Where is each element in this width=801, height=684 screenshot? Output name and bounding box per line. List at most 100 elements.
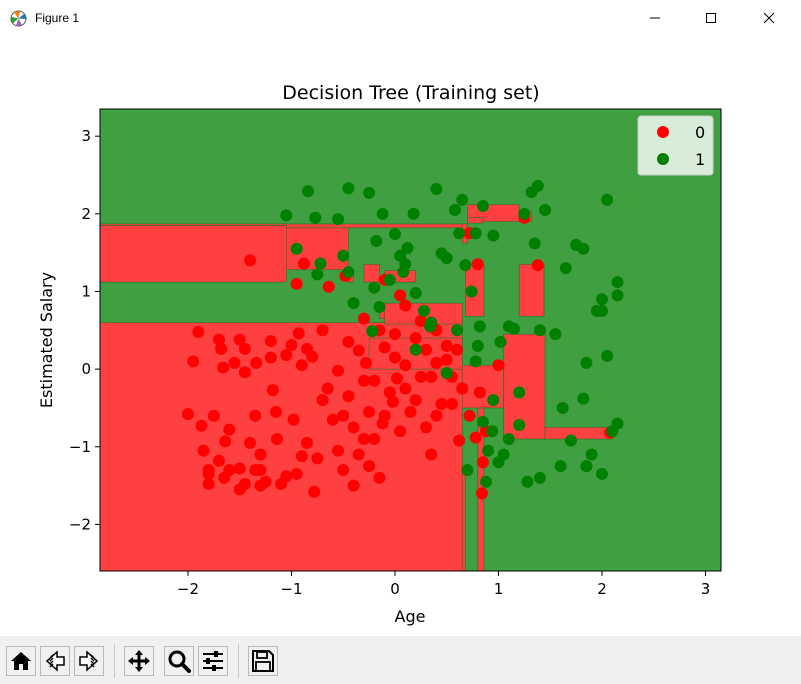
forward-button[interactable]: [74, 646, 104, 676]
decision-region-class-0-18: [467, 217, 484, 224]
data-point-class-0: [409, 332, 422, 345]
data-point-class-0: [213, 454, 226, 467]
data-point-class-0: [202, 464, 215, 477]
data-point-class-0: [215, 342, 228, 355]
data-point-class-0: [233, 333, 246, 346]
data-point-class-1: [366, 325, 379, 338]
plot-area: [99, 108, 722, 572]
data-point-class-0: [383, 386, 396, 399]
data-point-class-1: [513, 386, 526, 399]
data-point-class-0: [342, 390, 355, 403]
data-point-class-0: [376, 417, 389, 430]
decision-region-class-0-10: [285, 223, 463, 229]
data-point-class-1: [461, 464, 474, 477]
data-point-class-1: [518, 207, 531, 220]
data-point-class-1: [280, 209, 293, 222]
data-point-class-0: [352, 344, 365, 357]
data-point-class-1: [370, 235, 383, 247]
data-point-class-0: [473, 386, 486, 399]
data-point-class-1: [521, 475, 534, 488]
data-point-class-1: [476, 200, 489, 213]
data-point-class-0: [337, 409, 350, 422]
data-point-class-0: [430, 356, 443, 369]
data-point-class-1: [580, 460, 593, 473]
data-point-class-0: [238, 342, 251, 355]
data-point-class-0: [368, 433, 381, 445]
data-point-class-1: [383, 273, 396, 286]
configure-subplots-button[interactable]: [198, 646, 228, 676]
data-point-class-1: [425, 316, 438, 329]
data-point-class-0: [287, 413, 300, 426]
data-point-class-1: [451, 324, 464, 337]
data-point-class-0: [445, 398, 458, 411]
data-point-class-1: [401, 241, 414, 254]
y-tick-label: 1: [81, 282, 91, 300]
data-point-class-0: [357, 433, 370, 445]
zoom-button[interactable]: [164, 646, 194, 676]
data-point-class-0: [264, 351, 277, 364]
data-point-class-1: [473, 320, 486, 333]
data-point-class-1: [533, 471, 546, 484]
data-point-class-1: [595, 304, 608, 317]
home-button[interactable]: [6, 646, 36, 676]
data-point-class-1: [601, 349, 614, 362]
data-point-class-0: [476, 456, 489, 469]
maximize-button[interactable]: [688, 0, 734, 36]
data-point-class-0: [347, 421, 360, 434]
legend-marker-class-0: [657, 126, 669, 138]
data-point-class-1: [611, 417, 624, 430]
pan-button[interactable]: [124, 646, 154, 676]
data-point-class-0: [316, 324, 329, 337]
data-point-class-1: [487, 229, 500, 242]
data-point-class-0: [394, 425, 407, 438]
data-point-class-0: [213, 333, 226, 346]
data-point-class-0: [301, 436, 313, 449]
close-button[interactable]: [746, 0, 792, 36]
data-point-class-1: [508, 322, 520, 335]
data-point-class-1: [480, 475, 493, 488]
data-point-class-1: [471, 339, 484, 352]
toolbar-separator: [114, 644, 115, 678]
data-point-class-0: [233, 483, 246, 496]
data-point-class-1: [376, 207, 389, 220]
data-point-class-1: [486, 425, 499, 438]
y-axis-label: Estimated Salary: [37, 272, 56, 408]
minimize-button[interactable]: [632, 0, 678, 36]
data-point-class-1: [332, 213, 345, 226]
decision-region-class-0-6: [544, 427, 613, 440]
data-point-class-0: [347, 479, 360, 492]
y-tick-label: 3: [81, 127, 91, 145]
data-point-class-1: [469, 355, 482, 368]
data-point-class-1: [502, 433, 515, 445]
magnifier-icon: [168, 650, 191, 673]
data-point-class-1: [409, 343, 422, 356]
data-point-class-1: [407, 207, 420, 220]
data-point-class-0: [363, 405, 376, 418]
save-button[interactable]: [248, 646, 278, 676]
data-point-class-1: [585, 448, 598, 461]
data-point-class-0: [280, 470, 293, 483]
data-point-class-0: [435, 398, 448, 411]
data-point-class-1: [482, 444, 495, 457]
figure-canvas[interactable]: Decision Tree (Training set) −2 −1 0 1 2 3 −2…: [0, 38, 801, 636]
data-point-class-1: [528, 237, 541, 250]
back-button[interactable]: [40, 646, 70, 676]
decision-region-class-0-8: [99, 225, 287, 283]
data-point-class-0: [322, 280, 335, 293]
data-point-class-0: [292, 327, 305, 340]
legend-marker-class-1: [657, 153, 669, 165]
data-point-class-0: [306, 350, 319, 363]
data-point-class-1: [456, 193, 469, 206]
x-tick-label: 3: [701, 580, 711, 598]
y-axis-ticks: −2 −1 0 1 2 3: [69, 127, 100, 533]
data-point-class-0: [266, 384, 279, 397]
legend-box: [637, 115, 714, 176]
data-point-class-0: [430, 409, 443, 422]
data-point-class-0: [290, 277, 303, 290]
data-point-class-0: [311, 452, 324, 465]
x-tick-label: 0: [390, 580, 400, 598]
data-point-class-1: [368, 281, 381, 294]
data-point-class-1: [595, 467, 608, 480]
data-point-class-0: [409, 394, 422, 407]
data-point-class-0: [187, 355, 200, 368]
